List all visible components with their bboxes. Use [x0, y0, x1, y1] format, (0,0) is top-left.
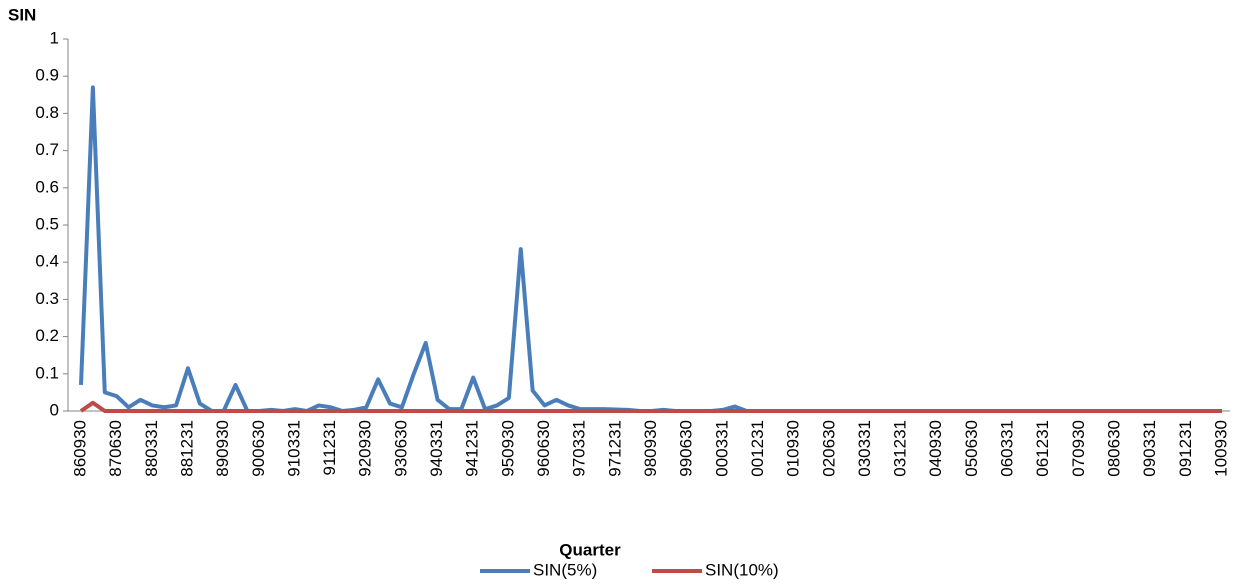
- y-tick-label: 0.1: [35, 363, 59, 382]
- x-tick-label: 880331: [142, 420, 161, 477]
- legend-label: SIN(5%): [533, 560, 597, 579]
- x-tick-label: 960630: [534, 420, 553, 477]
- series-line: [79, 85, 1222, 413]
- y-tick-label: 0.5: [35, 214, 59, 233]
- x-tick-label: 911231: [320, 420, 339, 475]
- x-tick-label: 910331: [284, 420, 303, 477]
- x-tick-label: 990630: [677, 420, 696, 477]
- x-tick-label: 020630: [819, 420, 838, 477]
- x-axis-title: Quarter: [559, 540, 621, 559]
- x-tick-label: 061231: [1033, 420, 1052, 477]
- x-tick-label: 031231: [891, 420, 910, 477]
- x-tick-label: 040930: [926, 420, 945, 477]
- x-tick-label: 970331: [570, 420, 589, 477]
- x-tick-label: 000331: [712, 420, 731, 477]
- x-tick-label: 070930: [1069, 420, 1088, 477]
- legend-label: SIN(10%): [705, 560, 779, 579]
- x-tick-label: 860930: [70, 420, 89, 477]
- x-tick-label: 080630: [1105, 420, 1124, 477]
- series-line: [79, 400, 1222, 413]
- y-tick-label: 0.8: [35, 103, 59, 122]
- y-tick-label: 0: [50, 400, 59, 419]
- x-tick-label: 870630: [106, 420, 125, 477]
- y-tick-label: 0.6: [35, 177, 59, 196]
- x-tick-label: 941231: [463, 420, 482, 477]
- x-tick-label: 920930: [356, 420, 375, 477]
- y-tick-label: 0.7: [35, 140, 59, 159]
- y-tick-label: 1: [50, 28, 59, 47]
- x-tick-label: 930630: [391, 420, 410, 477]
- y-tick-label: 0.3: [35, 289, 59, 308]
- x-tick-label: 900630: [249, 420, 268, 477]
- x-tick-label: 100930: [1211, 420, 1230, 477]
- x-tick-label: 940331: [427, 420, 446, 477]
- x-tick-label: 030331: [855, 420, 874, 477]
- y-tick-label: 0.2: [35, 326, 59, 345]
- x-tick-label: 950930: [498, 420, 517, 477]
- y-tick-label: 0.9: [35, 66, 59, 85]
- y-tick-label: 0.4: [35, 252, 59, 271]
- x-tick-label: 060331: [998, 420, 1017, 477]
- y-axis-title: SIN: [8, 5, 36, 24]
- x-tick-label: 001231: [748, 420, 767, 477]
- x-tick-label: 881231: [177, 420, 196, 477]
- x-tick-label: 090331: [1140, 420, 1159, 477]
- x-tick-label: 050630: [962, 420, 981, 477]
- x-tick-label: 980930: [641, 420, 660, 477]
- x-tick-label: 010930: [784, 420, 803, 477]
- x-tick-label: 091231: [1176, 420, 1195, 477]
- x-tick-label: 971231: [605, 420, 624, 477]
- x-tick-label: 890930: [213, 420, 232, 477]
